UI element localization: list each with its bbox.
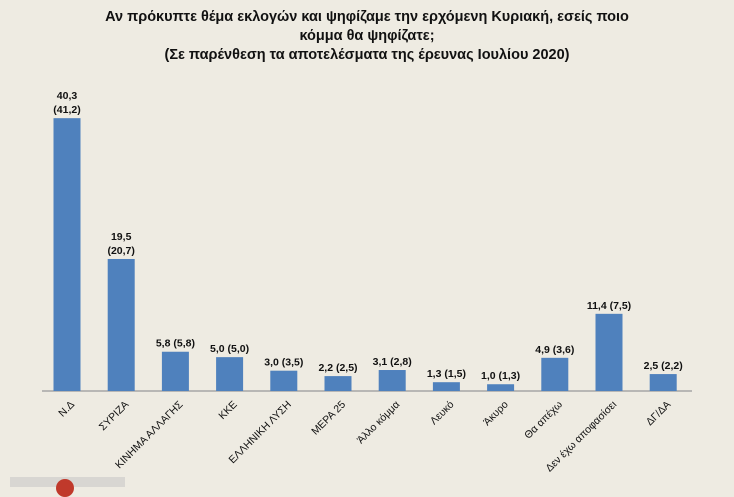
category-label: Λευκό: [428, 399, 457, 428]
data-label: 4,9 (3,6): [535, 344, 574, 356]
category-label: ΣΥΡΙΖΑ: [97, 399, 132, 434]
data-label: 5,8 (5,8): [156, 338, 195, 350]
bar: [53, 118, 81, 391]
category-label: ΚΚΕ: [216, 399, 239, 422]
data-label: 1,0 (1,3): [481, 370, 520, 382]
data-label: 11,4 (7,5): [587, 300, 631, 312]
data-label: 40,3: [57, 90, 78, 102]
logo-mark: [56, 479, 74, 497]
bar: [595, 313, 623, 391]
logo: [10, 477, 125, 497]
bar: [161, 351, 189, 391]
category-label: Άλλο κόμμα: [355, 399, 403, 447]
category-label: Θα απέχω: [522, 399, 565, 442]
data-label: (20,7): [107, 245, 134, 257]
data-label: 2,5 (2,2): [644, 360, 683, 372]
category-label: Άκυρο: [481, 399, 511, 429]
bar: [216, 357, 244, 391]
data-label: 5,0 (5,0): [210, 343, 249, 355]
bar: [378, 370, 406, 391]
bar: [487, 384, 515, 391]
category-label: ΔΓ/ΔΑ: [644, 399, 674, 429]
data-label: (41,2): [53, 104, 80, 116]
bar: [649, 374, 677, 391]
data-label: 2,2 (2,5): [318, 362, 357, 374]
bar: [541, 357, 569, 391]
bar: [107, 258, 135, 391]
data-label: 1,3 (1,5): [427, 368, 466, 380]
data-label: 19,5: [111, 231, 132, 243]
chart-title: Αν πρόκυπτε θέμα εκλογών και ψηφίζαμε τη…: [105, 9, 629, 44]
category-label: ΜΕΡΑ 25: [309, 399, 348, 438]
bar: [432, 382, 460, 391]
bar: [324, 376, 352, 391]
data-label: 3,1 (2,8): [373, 356, 412, 368]
category-label: Ν.Δ: [56, 399, 77, 420]
bar: [270, 370, 298, 391]
data-label: 3,0 (3,5): [264, 357, 303, 369]
chart-subtitle: (Σε παρένθεση τα αποτελέσματα της έρευνα…: [164, 47, 570, 63]
